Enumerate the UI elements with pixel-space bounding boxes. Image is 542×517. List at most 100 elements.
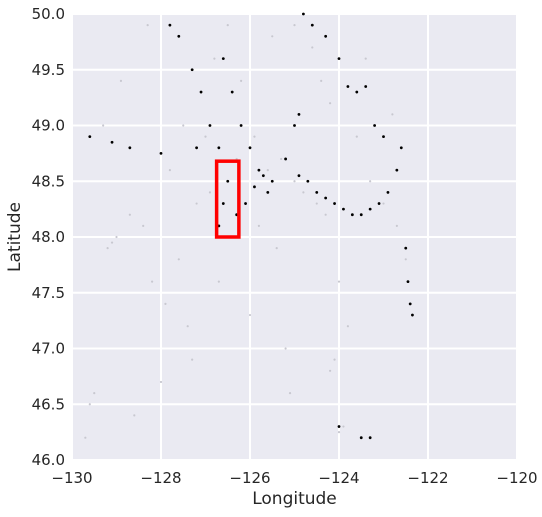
series-1-point-33 bbox=[386, 191, 390, 194]
series-0-point-43 bbox=[395, 224, 398, 227]
series-0-point-4 bbox=[110, 241, 114, 244]
series-0-point-35 bbox=[133, 414, 136, 417]
series-0-point-32 bbox=[217, 280, 220, 283]
series-0-point-24 bbox=[337, 280, 341, 283]
series-1-point-0 bbox=[88, 135, 92, 139]
series-0-point-14 bbox=[213, 57, 216, 60]
series-1-point-38 bbox=[408, 302, 412, 306]
series-0-point-11 bbox=[186, 325, 189, 328]
series-0-point-36 bbox=[271, 35, 274, 38]
series-1-point-52 bbox=[359, 436, 363, 440]
series-1-point-46 bbox=[293, 124, 296, 127]
series-0-point-5 bbox=[115, 235, 118, 239]
y-tick-label-7: 49.5 bbox=[32, 61, 65, 79]
series-0-point-47 bbox=[320, 79, 323, 82]
series-1-point-14 bbox=[248, 146, 252, 150]
series-1-point-5 bbox=[168, 23, 172, 27]
series-0-point-2 bbox=[93, 392, 96, 395]
y-tick-label-8: 50.0 bbox=[32, 5, 65, 23]
series-0-point-42 bbox=[382, 202, 385, 205]
series-1-point-45 bbox=[297, 112, 301, 116]
x-tick-label-2: −126 bbox=[229, 469, 270, 487]
series-0-point-21 bbox=[302, 191, 305, 194]
series-0-point-31 bbox=[248, 313, 252, 317]
series-1-point-8 bbox=[199, 90, 203, 94]
series-1-point-31 bbox=[368, 207, 372, 211]
series-0-point-29 bbox=[337, 431, 341, 434]
y-tick-label-6: 49.0 bbox=[32, 117, 65, 135]
series-0-point-45 bbox=[391, 113, 394, 116]
series-1-point-28 bbox=[342, 207, 345, 211]
grid-lines bbox=[71, 13, 518, 461]
series-0-point-3 bbox=[106, 247, 109, 250]
series-1-point-55 bbox=[221, 202, 225, 205]
series-1-point-12 bbox=[230, 90, 234, 94]
series-0-point-48 bbox=[168, 169, 171, 172]
series-1-point-35 bbox=[399, 146, 403, 150]
series-1-point-19 bbox=[253, 185, 256, 189]
series-0-point-12 bbox=[195, 202, 198, 205]
series-1-point-34 bbox=[395, 168, 399, 172]
series-0-point-19 bbox=[280, 157, 283, 161]
series-1-point-13 bbox=[239, 124, 243, 127]
series-0-point-26 bbox=[333, 358, 336, 361]
series-0-point-52 bbox=[257, 224, 260, 227]
x-tick-label-1: −128 bbox=[140, 469, 181, 487]
x-tick-label-3: −124 bbox=[318, 469, 359, 487]
series-0-point-34 bbox=[159, 380, 163, 384]
series-1-point-4 bbox=[195, 146, 199, 150]
series-0-point-30 bbox=[284, 347, 287, 350]
series-0-point-18 bbox=[266, 169, 269, 172]
series-0-point-38 bbox=[311, 46, 314, 49]
series-1-point-9 bbox=[208, 124, 212, 127]
series-0-point-40 bbox=[355, 135, 358, 138]
y-tick-labels: 46.0 46.5 47.0 47.5 48.0 48.5 49.0 49.5 50.0 bbox=[32, 5, 65, 469]
series-1-point-30 bbox=[359, 213, 363, 217]
series-0-point-28 bbox=[342, 425, 345, 428]
series-0-point-53 bbox=[275, 247, 278, 250]
series-1-point-54 bbox=[226, 179, 230, 183]
series-1-point-47 bbox=[302, 12, 305, 16]
series-0-point-37 bbox=[293, 24, 296, 27]
x-tick-labels: −130 −128 −126 −124 −122 −120 bbox=[51, 469, 537, 487]
series-0-point-23 bbox=[324, 213, 327, 216]
series-1-point-21 bbox=[270, 179, 274, 183]
series-1-point-53 bbox=[337, 425, 341, 428]
series-0-point-7 bbox=[142, 224, 145, 227]
series-0-point-6 bbox=[128, 213, 131, 216]
series-1-point-25 bbox=[315, 191, 319, 194]
series-0-point-59 bbox=[288, 392, 292, 395]
series-1-point-49 bbox=[324, 34, 328, 38]
series-0-point-41 bbox=[369, 180, 372, 183]
series-1-point-24 bbox=[306, 179, 310, 183]
highlight-rectangle-0 bbox=[214, 159, 241, 239]
series-1-point-39 bbox=[411, 313, 414, 317]
series-0-point-56 bbox=[146, 24, 149, 27]
y-tick-label-1: 46.5 bbox=[32, 395, 65, 413]
series-1-point-16 bbox=[266, 191, 270, 194]
y-tick-label-5: 48.5 bbox=[32, 172, 65, 190]
series-1-point-29 bbox=[350, 213, 354, 217]
series-0-point-54 bbox=[119, 79, 123, 82]
series-0-point-20 bbox=[293, 180, 296, 183]
series-0-point-13 bbox=[204, 135, 207, 138]
series-0-point-22 bbox=[315, 202, 318, 205]
y-tick-label-4: 48.0 bbox=[32, 228, 65, 246]
series-0-point-9 bbox=[164, 302, 167, 305]
series-1-point-11 bbox=[221, 57, 225, 60]
series-0-point-1 bbox=[88, 403, 91, 406]
series-1-point-18 bbox=[244, 202, 247, 205]
series-0-point-39 bbox=[329, 102, 332, 105]
series-0-point-49 bbox=[182, 124, 185, 127]
series-1-point-42 bbox=[346, 85, 350, 88]
series-0-point-27 bbox=[329, 369, 332, 372]
series-0-point-55 bbox=[102, 124, 105, 127]
series-0-point-25 bbox=[346, 325, 349, 328]
series-1-point-50 bbox=[337, 57, 341, 60]
series-1-point-27 bbox=[333, 202, 336, 205]
scatter-points bbox=[84, 12, 414, 440]
series-0-point-15 bbox=[226, 24, 229, 27]
series-1-point-44 bbox=[373, 124, 376, 127]
x-axis-label: Longitude bbox=[252, 489, 337, 509]
